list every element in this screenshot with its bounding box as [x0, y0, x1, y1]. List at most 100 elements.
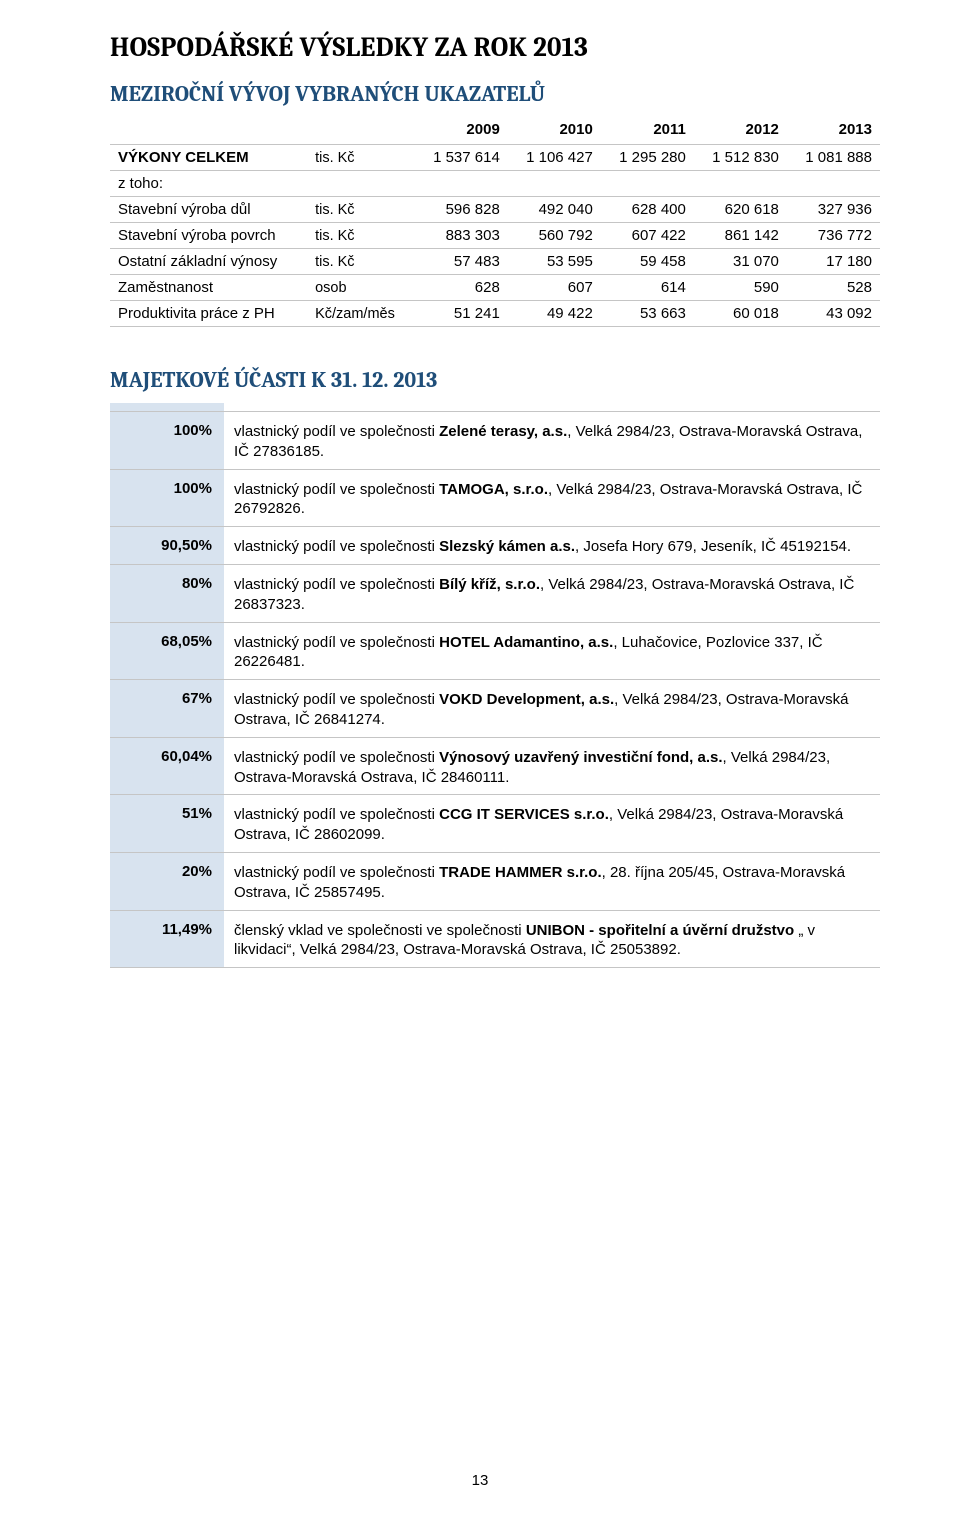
indicators-row: Produktivita práce z PHKč/zam/měs51 2414… [110, 301, 880, 327]
indicators-row-unit: tis. Kč [307, 145, 415, 171]
equity-desc-pre: vlastnický podíl ve společnosti [234, 481, 439, 498]
indicators-cell: 861 142 [694, 223, 787, 249]
equity-row: 60,04%vlastnický podíl ve společnosti Vý… [110, 737, 880, 795]
indicators-cell: 17 180 [787, 249, 880, 275]
indicators-table: 20092010201120122013 VÝKONY CELKEMtis. K… [110, 117, 880, 327]
equity-row-desc: vlastnický podíl ve společnosti Bílý kří… [224, 564, 880, 622]
equity-header-bar [110, 403, 880, 412]
indicators-cell [601, 171, 694, 197]
indicators-header-year: 2012 [694, 117, 787, 145]
equity-desc-bold: HOTEL Adamantino, a.s. [439, 634, 613, 651]
indicators-cell: 31 070 [694, 249, 787, 275]
indicators-cell: 49 422 [508, 301, 601, 327]
indicators-header-year: 2013 [787, 117, 880, 145]
indicators-cell: 628 [415, 275, 508, 301]
equity-row-pct: 100% [110, 412, 224, 470]
equity-desc-bold: VOKD Development, a.s. [439, 691, 614, 708]
indicators-row-unit: tis. Kč [307, 223, 415, 249]
equity-desc-pre: vlastnický podíl ve společnosti [234, 864, 439, 881]
section-heading-indicators: MEZIROČNÍ VÝVOJ VYBRANÝCH UKAZATELŮ [110, 81, 880, 107]
indicators-row: Stavební výroba důltis. Kč596 828492 040… [110, 197, 880, 223]
equity-row-desc: vlastnický podíl ve společnosti Výnosový… [224, 737, 880, 795]
equity-desc-pre: vlastnický podíl ve společnosti [234, 634, 439, 651]
page: HOSPODÁŘSKÉ VÝSLEDKY ZA ROK 2013 MEZIROČ… [0, 0, 960, 1519]
section-heading-equity: MAJETKOVÉ ÚČASTI K 31. 12. 2013 [110, 367, 880, 393]
indicators-row-unit [307, 171, 415, 197]
equity-row-desc: vlastnický podíl ve společnosti TAMOGA, … [224, 469, 880, 527]
equity-row: 90,50% vlastnický podíl ve společnosti Sl… [110, 527, 880, 565]
equity-desc-post: , Josefa Hory 679, Jeseník, IČ 45192154. [575, 538, 851, 555]
equity-desc-pre: vlastnický podíl ve společnosti [234, 806, 439, 823]
indicators-row: Zaměstnanostosob628607614590528 [110, 275, 880, 301]
equity-row: 67%vlastnický podíl ve společnosti VOKD … [110, 680, 880, 738]
indicators-cell: 883 303 [415, 223, 508, 249]
equity-row: 100%vlastnický podíl ve společnosti Zele… [110, 412, 880, 470]
indicators-cell: 628 400 [601, 197, 694, 223]
indicators-cell: 560 792 [508, 223, 601, 249]
indicators-cell: 57 483 [415, 249, 508, 275]
indicators-cell: 53 663 [601, 301, 694, 327]
equity-row: 80%vlastnický podíl ve společnosti Bílý … [110, 564, 880, 622]
equity-row-pct: 60,04% [110, 737, 224, 795]
equity-desc-bold: CCG IT SERVICES s.r.o. [439, 806, 609, 823]
indicators-row-unit: osob [307, 275, 415, 301]
indicators-cell: 60 018 [694, 301, 787, 327]
indicators-cell: 1 106 427 [508, 145, 601, 171]
indicators-header-year: 2011 [601, 117, 694, 145]
equity-row: 68,05%vlastnický podíl ve společnosti HO… [110, 622, 880, 680]
equity-row: 51%vlastnický podíl ve společnosti CCG I… [110, 795, 880, 853]
indicators-cell: 528 [787, 275, 880, 301]
indicators-cell [787, 171, 880, 197]
indicators-cell: 607 [508, 275, 601, 301]
indicators-header-row: 20092010201120122013 [110, 117, 880, 145]
equity-row-pct: 11,49% [110, 910, 224, 968]
page-title: HOSPODÁŘSKÉ VÝSLEDKY ZA ROK 2013 [110, 32, 880, 63]
indicators-cell: 1 537 614 [415, 145, 508, 171]
indicators-cell: 1 512 830 [694, 145, 787, 171]
equity-desc-pre: členský vklad ve společnosti ve společno… [234, 922, 526, 939]
indicators-cell: 1 081 888 [787, 145, 880, 171]
indicators-row: z toho: [110, 171, 880, 197]
indicators-cell: 1 295 280 [601, 145, 694, 171]
equity-row-desc: vlastnický podíl ve společnosti CCG IT S… [224, 795, 880, 853]
equity-desc-bold: TAMOGA, s.r.o. [439, 481, 548, 498]
indicators-cell: 53 595 [508, 249, 601, 275]
equity-desc-pre: vlastnický podíl ve společnosti [234, 423, 439, 440]
indicators-cell: 43 092 [787, 301, 880, 327]
indicators-cell: 492 040 [508, 197, 601, 223]
indicators-header-blank [110, 117, 415, 145]
indicators-cell [415, 171, 508, 197]
indicators-row: Ostatní základní výnosytis. Kč57 48353 5… [110, 249, 880, 275]
indicators-cell: 51 241 [415, 301, 508, 327]
equity-desc-pre: vlastnický podíl ve společnosti [234, 749, 439, 766]
equity-row-pct: 90,50% [110, 527, 224, 565]
equity-row-pct: 80% [110, 564, 224, 622]
indicators-cell: 620 618 [694, 197, 787, 223]
indicators-cell: 59 458 [601, 249, 694, 275]
indicators-cell [508, 171, 601, 197]
equity-row-desc: vlastnický podíl ve společnosti TRADE HA… [224, 852, 880, 910]
equity-header-desc [224, 403, 880, 412]
indicators-row-label: Zaměstnanost [110, 275, 307, 301]
equity-desc-pre: vlastnický podíl ve společnosti [234, 576, 439, 593]
indicators-cell: 614 [601, 275, 694, 301]
indicators-row: VÝKONY CELKEMtis. Kč1 537 6141 106 4271 … [110, 145, 880, 171]
indicators-cell [694, 171, 787, 197]
indicators-row-label: Stavební výroba důl [110, 197, 307, 223]
equity-row-desc: vlastnický podíl ve společnosti VOKD Dev… [224, 680, 880, 738]
indicators-row-label: VÝKONY CELKEM [110, 145, 307, 171]
equity-desc-pre: vlastnický podíl ve společnosti [234, 538, 439, 555]
equity-table: 100%vlastnický podíl ve společnosti Zele… [110, 403, 880, 968]
indicators-row-unit: Kč/zam/měs [307, 301, 415, 327]
equity-row: 20%vlastnický podíl ve společnosti TRADE… [110, 852, 880, 910]
indicators-row-label: Ostatní základní výnosy [110, 249, 307, 275]
equity-desc-bold: Výnosový uzavřený investiční fond, a.s. [439, 749, 722, 766]
equity-row-pct: 100% [110, 469, 224, 527]
indicators-cell: 736 772 [787, 223, 880, 249]
equity-desc-bold: TRADE HAMMER s.r.o. [439, 864, 602, 881]
indicators-row-label: Produktivita práce z PH [110, 301, 307, 327]
equity-desc-bold: Slezský kámen a.s. [439, 538, 575, 555]
indicators-row-label: Stavební výroba povrch [110, 223, 307, 249]
equity-row: 100%vlastnický podíl ve společnosti TAMO… [110, 469, 880, 527]
indicators-cell: 607 422 [601, 223, 694, 249]
